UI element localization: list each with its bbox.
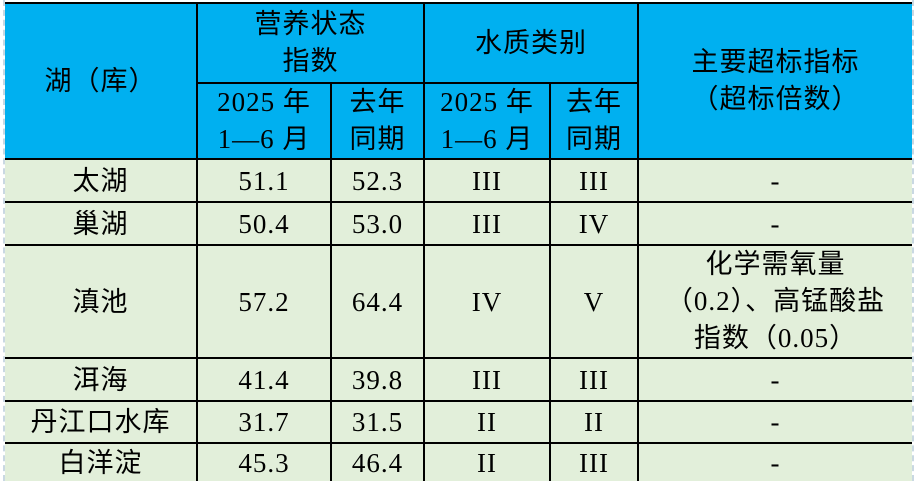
- header-group-nutrition-index: 营养状态 指数: [196, 2, 425, 84]
- header-quality-period-previous: 去年 同期: [549, 82, 639, 160]
- header-exceed-line2: （超标倍数）: [691, 84, 860, 114]
- quality-current-cell: III: [423, 357, 551, 402]
- exceed-line2: （0.2）、高锰酸盐: [665, 286, 886, 316]
- nutrition-current-cell: 57.2: [196, 244, 332, 359]
- header-group-nutrition-line2: 指数: [282, 46, 339, 76]
- header-nutrition-period-previous: 去年 同期: [330, 82, 425, 160]
- lake-name-cell: 丹江口水库: [5, 400, 198, 444]
- header-quality-period-current: 2025 年 1—6 月: [423, 82, 551, 160]
- period-previous-line1: 去年: [566, 87, 622, 117]
- quality-previous-cell: III: [549, 357, 639, 402]
- quality-previous-cell: II: [549, 400, 639, 444]
- table-row-erhai: 洱海 41.4 39.8 III III -: [5, 357, 912, 402]
- period-current-line1: 2025 年: [440, 87, 534, 117]
- quality-current-cell: II: [423, 442, 551, 481]
- exceed-line1: 化学需氧量: [705, 249, 846, 279]
- quality-current-cell: II: [423, 400, 551, 444]
- header-group-nutrition-line1: 营养状态: [254, 9, 367, 39]
- lake-name-cell: 滇池: [5, 244, 198, 359]
- table-row-chaohu: 巢湖 50.4 53.0 III IV -: [5, 201, 912, 246]
- period-previous-line2: 同期: [566, 124, 622, 154]
- header-exceed-indicators: 主要超标指标 （超标倍数）: [637, 2, 912, 160]
- lake-name-cell: 太湖: [5, 158, 198, 203]
- exceed-indicator-cell: 化学需氧量 （0.2）、高锰酸盐 指数（0.05）: [637, 244, 912, 359]
- quality-previous-cell: III: [549, 158, 639, 203]
- header-exceed-line1: 主要超标指标: [691, 47, 860, 77]
- table-row-dianchi: 滇池 57.2 64.4 IV V 化学需氧量 （0.2）、高锰酸盐 指数（0.…: [5, 244, 912, 359]
- nutrition-previous-cell: 46.4: [330, 442, 425, 481]
- nutrition-previous-cell: 31.5: [330, 400, 425, 444]
- header-group-water-quality-class: 水质类别: [423, 2, 639, 84]
- nutrition-current-cell: 31.7: [196, 400, 332, 444]
- period-previous-line2: 同期: [349, 124, 406, 154]
- period-current-line2: 1—6 月: [217, 124, 311, 154]
- exceed-indicator-cell: -: [637, 357, 912, 402]
- exceed-indicator-cell: -: [637, 400, 912, 444]
- nutrition-previous-cell: 53.0: [330, 201, 425, 246]
- nutrition-current-cell: 50.4: [196, 201, 332, 246]
- table-row-taihu: 太湖 51.1 52.3 III III -: [5, 158, 912, 203]
- header-row-periods: 2025 年 1—6 月 去年 同期 2025 年 1—6 月 去年 同期: [5, 82, 912, 160]
- period-current-line2: 1—6 月: [440, 124, 534, 154]
- nutrition-previous-cell: 39.8: [330, 357, 425, 402]
- quality-current-cell: III: [423, 201, 551, 246]
- period-previous-line1: 去年: [349, 87, 406, 117]
- exceed-line3: 指数（0.05）: [693, 323, 858, 353]
- header-row-groups: 湖（库） 营养状态 指数 水质类别 主要超标指标 （超标倍数）: [5, 2, 912, 160]
- period-current-line1: 2025 年: [217, 87, 311, 117]
- nutrition-current-cell: 51.1: [196, 158, 332, 203]
- lake-name-cell: 洱海: [5, 357, 198, 402]
- lake-name-cell: 白洋淀: [5, 442, 198, 481]
- quality-current-cell: IV: [423, 244, 551, 359]
- nutrition-current-cell: 41.4: [196, 357, 332, 402]
- exceed-indicator-cell: -: [637, 158, 912, 203]
- page-break-dashed-line-left: [3, 0, 5, 481]
- header-nutrition-period-current: 2025 年 1—6 月: [196, 82, 332, 160]
- exceed-indicator-cell: -: [637, 201, 912, 246]
- table-row-baiyangdian: 白洋淀 45.3 46.4 II III -: [5, 442, 912, 481]
- quality-previous-cell: III: [549, 442, 639, 481]
- quality-previous-cell: IV: [549, 201, 639, 246]
- lake-name-cell: 巢湖: [5, 201, 198, 246]
- quality-previous-cell: V: [549, 244, 639, 359]
- header-lake-column: 湖（库）: [5, 2, 198, 160]
- exceed-indicator-cell: -: [637, 442, 912, 481]
- nutrition-previous-cell: 52.3: [330, 158, 425, 203]
- nutrition-current-cell: 45.3: [196, 442, 332, 481]
- nutrition-previous-cell: 64.4: [330, 244, 425, 359]
- water-quality-table: 湖（库） 营养状态 指数 水质类别 主要超标指标 （超标倍数） 2025 年 1…: [5, 2, 912, 481]
- quality-current-cell: III: [423, 158, 551, 203]
- table-row-danjiangkou: 丹江口水库 31.7 31.5 II II -: [5, 400, 912, 444]
- page-break-dashed-line-right: [912, 0, 914, 481]
